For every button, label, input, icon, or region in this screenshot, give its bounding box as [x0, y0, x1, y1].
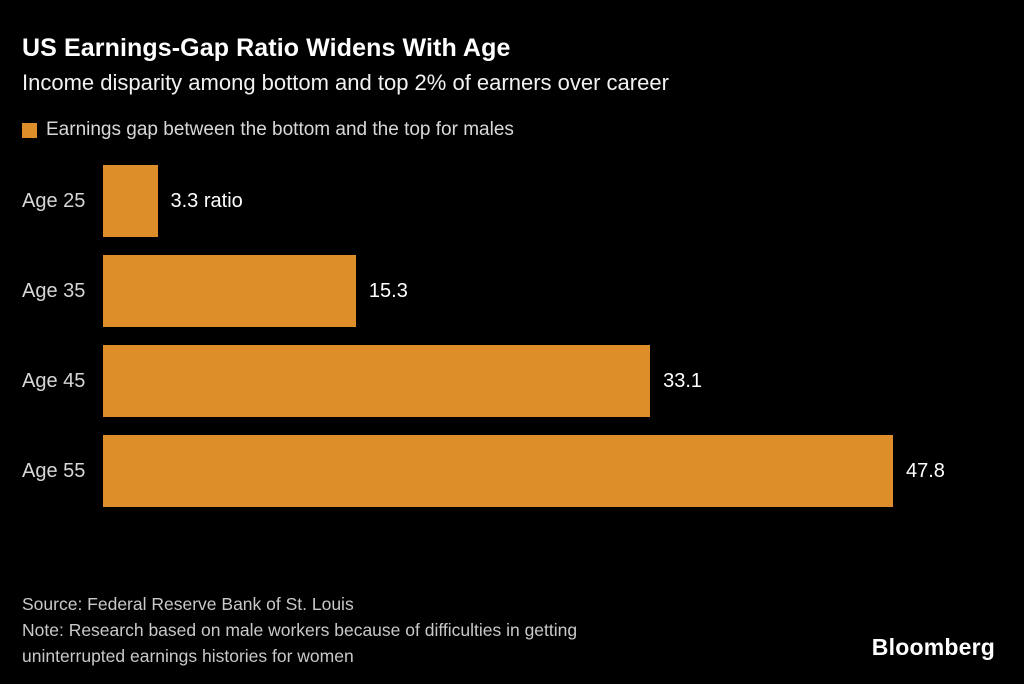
bar-value-label: 33.1: [663, 369, 703, 392]
bar: [103, 345, 651, 417]
note-line-1: Note: Research based on male workers bec…: [22, 620, 578, 640]
bar: [103, 255, 356, 327]
chart-title: US Earnings-Gap Ratio Widens With Age: [22, 34, 511, 62]
bar: [103, 165, 158, 237]
legend: Earnings gap between the bottom and the …: [22, 119, 514, 141]
bar-value-label: 15.3: [368, 279, 408, 302]
chart-subtitle: Income disparity among bottom and top 2%…: [22, 70, 669, 95]
bar-label: Age 45: [22, 369, 86, 392]
bar-chart: Age 25 3.3 ratio Age 35 15.3 Age 45 33.1 Age 5…: [22, 165, 1002, 525]
bar-label: Age 55: [22, 459, 86, 482]
legend-label: Earnings gap between the bottom and the …: [46, 119, 514, 140]
bar: [103, 435, 893, 507]
note-line-2: uninterrupted earnings histories for wom…: [22, 646, 354, 666]
bar-label: Age 35: [22, 279, 86, 302]
bloomberg-logo: Bloomberg: [871, 634, 995, 660]
bar-value-label: 3.3 ratio: [170, 189, 243, 212]
source-note: Source: Federal Reserve Bank of St. Loui…: [22, 594, 354, 614]
footer: Source: Federal Reserve Bank of St. Loui…: [22, 591, 577, 669]
bar-value-label: 47.8: [906, 459, 945, 482]
legend-swatch-icon: [22, 122, 37, 138]
chart-row: Age 55 47.8: [22, 435, 1002, 507]
chart-row: Age 35 15.3: [22, 255, 1002, 327]
chart-row: Age 25 3.3 ratio: [22, 165, 1002, 237]
chart-row: Age 45 33.1: [22, 345, 1002, 417]
bar-label: Age 25: [22, 189, 86, 212]
